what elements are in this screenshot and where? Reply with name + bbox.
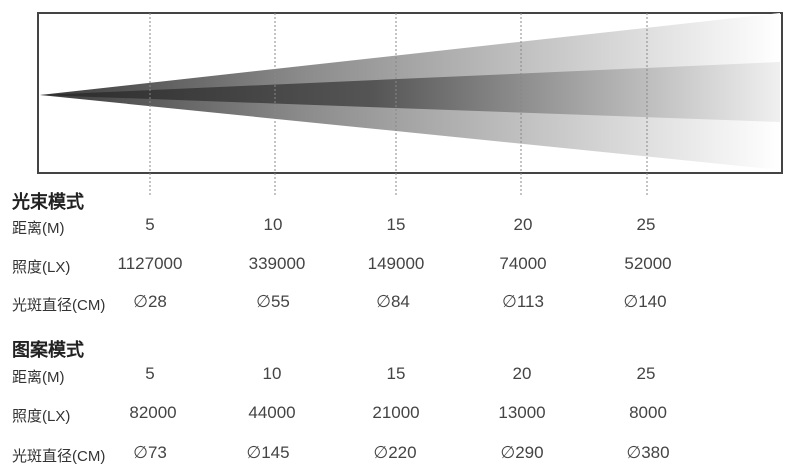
beam-spot-label: 光斑直径(CM) <box>12 297 106 314</box>
beam-spot-10: ∅55 <box>256 292 290 311</box>
pattern-distance-15: 15 <box>386 364 406 383</box>
pattern-distance-20: 20 <box>512 364 532 383</box>
beam-illuminance-label: 照度(LX) <box>12 259 71 276</box>
pattern-mode-title: 图案模式 <box>12 340 84 360</box>
beam-diagram <box>37 12 783 195</box>
pattern-illuminance-label: 照度(LX) <box>12 408 71 425</box>
beam-illuminance-5: 1127000 <box>117 254 183 273</box>
beam-distance-15: 15 <box>386 215 406 234</box>
beam-spot-15: ∅84 <box>376 292 410 311</box>
pattern-illuminance-10: 44000 <box>248 403 296 422</box>
beam-distance-5: 5 <box>145 215 155 234</box>
pattern-distance-25: 25 <box>636 364 656 383</box>
beam-illuminance-20: 74000 <box>499 254 547 273</box>
beam-spot-5: ∅28 <box>133 292 167 311</box>
pattern-spot-label: 光斑直径(CM) <box>12 448 106 465</box>
beam-illuminance-10: 339000 <box>248 254 306 273</box>
pattern-distance-5: 5 <box>145 364 155 383</box>
beam-inner-cone <box>40 62 780 122</box>
pattern-spot-15: ∅220 <box>373 443 417 462</box>
pattern-illuminance-20: 13000 <box>498 403 546 422</box>
beam-spot-25: ∅140 <box>623 292 667 311</box>
pattern-spot-20: ∅290 <box>500 443 544 462</box>
beam-mode-title: 光束模式 <box>12 192 84 212</box>
pattern-distance-label: 距离(M) <box>12 369 65 386</box>
pattern-illuminance-15: 21000 <box>372 403 420 422</box>
beam-distance-label: 距离(M) <box>12 220 65 237</box>
beam-illuminance-15: 149000 <box>367 254 425 273</box>
beam-distance-25: 25 <box>636 215 656 234</box>
beam-distance-10: 10 <box>263 215 283 234</box>
pattern-illuminance-25: 8000 <box>629 403 667 422</box>
beam-distance-20: 20 <box>513 215 533 234</box>
pattern-illuminance-5: 82000 <box>129 403 177 422</box>
beam-illuminance-25: 52000 <box>624 254 672 273</box>
pattern-spot-25: ∅380 <box>626 443 670 462</box>
pattern-spot-5: ∅73 <box>133 443 167 462</box>
pattern-spot-10: ∅145 <box>246 443 290 462</box>
beam-spot-20: ∅113 <box>502 292 544 311</box>
pattern-distance-10: 10 <box>262 364 282 383</box>
